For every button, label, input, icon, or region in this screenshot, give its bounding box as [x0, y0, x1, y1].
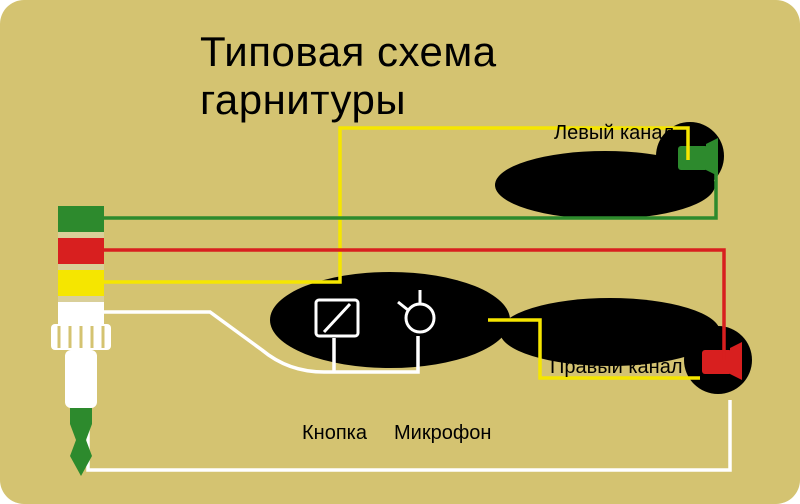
audio-jack — [51, 206, 111, 476]
label-mic: Микрофон — [394, 422, 491, 445]
label-left-channel: Левый канал — [554, 122, 674, 145]
label-right-channel: Правый канал — [550, 356, 683, 379]
diagram-card: Типовая схема гарнитуры — [0, 0, 800, 504]
label-button: Кнопка — [302, 422, 367, 445]
remote-pod — [270, 272, 510, 368]
